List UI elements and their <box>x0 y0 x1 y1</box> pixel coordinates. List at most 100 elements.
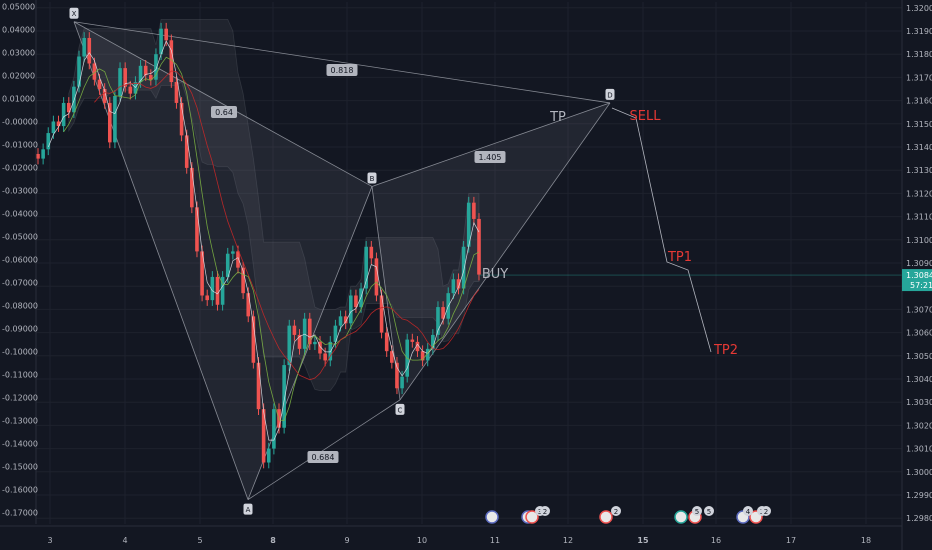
current-price-tag <box>902 269 932 292</box>
annotation-tp: TP <box>549 110 566 125</box>
candle-body-23 <box>154 54 158 80</box>
candle-body-85 <box>472 202 476 219</box>
left-tick-0: 0.05000 <box>2 3 35 12</box>
candle-body-55 <box>318 341 322 354</box>
right-tick-16: 1.30400 <box>906 375 932 384</box>
candle-body-74 <box>415 341 420 352</box>
event-count-text-1: 2 <box>543 508 547 516</box>
left-tick-14: -0.09000 <box>2 325 38 334</box>
right-tick-22: 1.29800 <box>906 514 932 523</box>
annotation-tp2: TP2 <box>713 343 738 358</box>
candle-body-48 <box>282 365 286 428</box>
time-axis[interactable]: 3 4 5 8 9 10 11 12 15 16 17 18 <box>0 525 902 545</box>
event-count-text-3: 5 <box>695 508 699 516</box>
left-price-axis[interactable]: 0.05000 0.04000 0.03000 0.02000 0.01000 -0.00… <box>2 0 38 524</box>
event-count-badge-2 <box>611 506 621 516</box>
right-tick-4: 1.31600 <box>906 97 932 106</box>
candle-body-53 <box>307 318 312 345</box>
pattern-point-badge <box>243 503 253 515</box>
candle-body-16 <box>118 68 122 96</box>
candle-body-11 <box>92 63 97 80</box>
x-tick-8: 8 <box>270 536 276 545</box>
event-count-badge-3 <box>692 506 702 516</box>
left-tick-16: -0.11000 <box>2 371 38 380</box>
ratio-label-0: 0.818 <box>326 64 358 76</box>
annotation-tp1: TP1 <box>667 250 692 265</box>
candle-body-51 <box>297 334 302 349</box>
right-tick-3: 1.31700 <box>906 73 932 82</box>
candle-body-2 <box>46 133 51 150</box>
candle-body-78 <box>436 307 440 335</box>
pattern-triangle-bcd <box>372 102 610 400</box>
candle-body-64 <box>364 246 368 289</box>
candle-body-56 <box>323 353 327 361</box>
pattern-line-bd <box>371 102 611 187</box>
candle-body-13 <box>102 89 107 103</box>
annotation-buy: BUY <box>482 267 508 282</box>
pattern-point-a: A <box>243 503 253 515</box>
current-price-value: 1.30848 <box>906 271 932 280</box>
pattern-point-text: D <box>607 91 612 99</box>
candle-body-41 <box>246 293 251 317</box>
ma-slow <box>94 70 480 381</box>
candle-body-49 <box>287 325 292 366</box>
left-tick-9: -0.04000 <box>2 210 38 219</box>
event-count-badge-4 <box>704 506 714 516</box>
candle-body-77 <box>431 334 435 349</box>
pattern-point-c: C <box>395 403 405 415</box>
left-tick-5: -0.00000 <box>2 118 38 127</box>
candle-body-22 <box>149 75 153 80</box>
ratio-badge <box>326 64 358 76</box>
candle-body-26 <box>169 40 174 83</box>
right-tick-7: 1.31300 <box>906 166 932 175</box>
left-tick-20: -0.15000 <box>2 463 38 472</box>
ratio-text: 0.64 <box>215 108 233 117</box>
candle-body-5 <box>61 102 66 127</box>
right-tick-19: 1.30100 <box>906 445 932 454</box>
x-tick-10: 10 <box>417 536 427 545</box>
candle-body-66 <box>374 258 379 296</box>
left-tick-11: -0.06000 <box>2 256 38 265</box>
x-tick-11: 11 <box>490 536 500 545</box>
economic-events[interactable]: 32255432 <box>485 506 771 524</box>
candle-body-67 <box>379 295 384 333</box>
ratio-text: 0.684 <box>312 453 335 462</box>
candle-body-38 <box>231 251 235 254</box>
event-flag-icon-3 <box>599 510 613 524</box>
pattern-line-ac <box>247 399 401 500</box>
candle-body-47 <box>277 409 281 428</box>
candle-body-75 <box>420 351 425 361</box>
pattern-line-cd <box>399 102 611 401</box>
candle-body-4 <box>56 121 61 127</box>
candle-body-58 <box>333 325 338 342</box>
pattern-point-text: X <box>72 10 77 18</box>
event-count-text-4: 5 <box>707 508 711 516</box>
candle-body-14 <box>107 102 112 143</box>
ratio-badge <box>474 151 506 163</box>
x-tick-12: 12 <box>563 536 573 545</box>
candle-body-32 <box>200 251 204 296</box>
ma-fast <box>47 40 480 441</box>
right-tick-14: 1.30600 <box>906 329 932 338</box>
candle-body-46 <box>272 409 276 449</box>
candle-body-18 <box>128 86 133 94</box>
left-tick-15: -0.10000 <box>2 348 38 357</box>
candle-body-54 <box>313 341 317 345</box>
right-tick-8: 1.31200 <box>906 189 932 198</box>
right-tick-17: 1.30300 <box>906 398 932 407</box>
pattern-point-badge <box>605 88 615 100</box>
right-tick-21: 1.29900 <box>906 491 932 500</box>
event-count-text-0: 3 <box>538 508 542 516</box>
candle-body-79 <box>441 307 445 319</box>
candle-body-62 <box>354 295 358 308</box>
candle-body-27 <box>174 82 179 103</box>
right-price-axis[interactable]: 1.32000 1.31900 1.31800 1.31700 1.31600 1.315… <box>901 0 932 550</box>
pattern-point-d: D <box>605 88 615 100</box>
x-tick-4: 4 <box>122 536 127 545</box>
right-tick-6: 1.31400 <box>906 143 932 152</box>
x-tick-18: 18 <box>861 536 871 545</box>
moving-averages <box>47 40 480 441</box>
candle-body-28 <box>179 102 184 136</box>
